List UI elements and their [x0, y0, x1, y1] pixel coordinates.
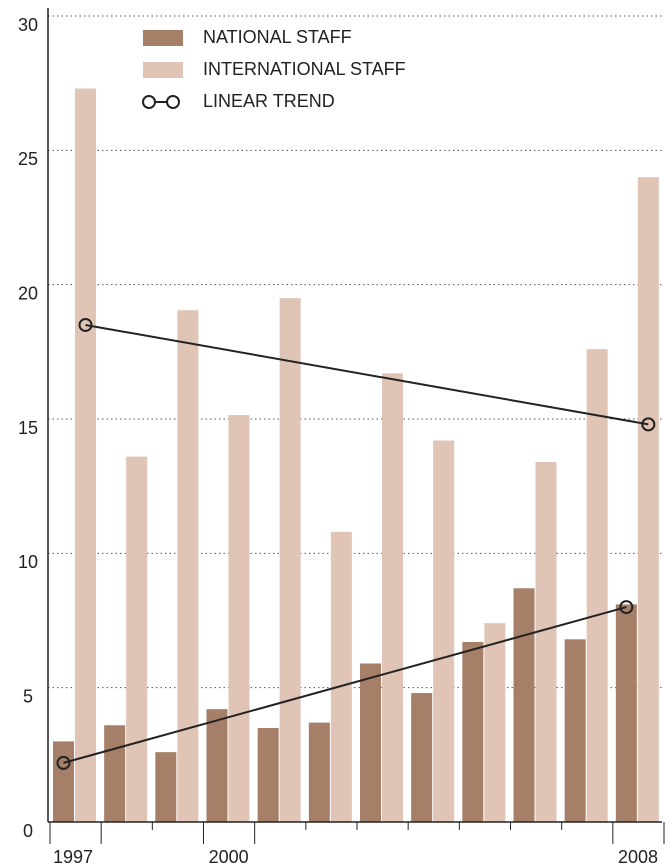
bar — [279, 298, 301, 823]
bar — [411, 693, 433, 822]
legend-trend-point — [166, 95, 180, 109]
legend-label: NATIONAL STAFF — [203, 27, 352, 47]
x-tick-label: 2008 — [618, 847, 658, 867]
y-tick-label: 25 — [18, 149, 38, 169]
bar — [177, 310, 199, 822]
trend-line — [63, 606, 627, 764]
y-tick-label: 30 — [18, 15, 38, 35]
bar — [382, 373, 403, 822]
legend-trend-point — [142, 95, 156, 109]
bar — [433, 440, 455, 822]
y-tick-label: 0 — [23, 821, 33, 841]
bar — [155, 752, 177, 822]
bar — [308, 722, 330, 822]
bar — [330, 531, 352, 822]
bar — [53, 741, 74, 822]
legend-label: INTERNATIONAL STAFF — [203, 59, 406, 79]
y-tick-label: 20 — [18, 283, 38, 303]
bar — [586, 349, 608, 822]
bar — [513, 588, 535, 822]
bar — [104, 725, 126, 822]
bar — [535, 461, 557, 822]
legend-label: LINEAR TREND — [203, 91, 335, 111]
y-tick-label: 5 — [23, 686, 33, 706]
trend-point — [619, 600, 634, 615]
legend-swatch — [143, 62, 183, 78]
bar — [484, 623, 506, 822]
bar — [75, 88, 96, 823]
y-tick-label: 15 — [18, 418, 38, 438]
bar — [564, 639, 586, 822]
bar — [615, 604, 637, 822]
bar — [257, 727, 279, 822]
bar — [126, 456, 148, 822]
x-tick-label: 1997 — [53, 847, 93, 867]
y-tick-label: 10 — [18, 552, 38, 572]
bar — [206, 709, 228, 822]
trend-point — [78, 317, 93, 332]
bar — [462, 641, 484, 822]
legend-swatch — [143, 30, 183, 46]
bar — [360, 663, 381, 822]
bar — [228, 414, 250, 822]
trend-point — [641, 417, 656, 432]
trend-line — [85, 323, 649, 426]
x-tick-label: 2000 — [209, 847, 249, 867]
trend-point — [56, 755, 71, 770]
bar — [637, 177, 659, 822]
